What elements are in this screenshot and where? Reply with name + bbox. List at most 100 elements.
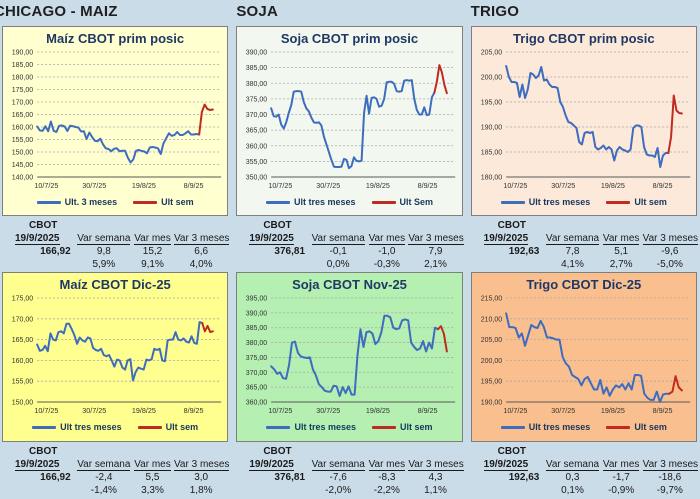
- trigo-dic25-chart: 190,00 195,00 200,00 205,00 210,00 215,00 10/7…: [480, 296, 690, 415]
- var-3-meses-pct: 1,8%: [189, 485, 213, 496]
- svg-text:19/8/25: 19/8/25: [366, 406, 390, 415]
- svg-text:30/7/25: 30/7/25: [551, 181, 575, 190]
- section-header-soja: SOJA: [236, 3, 278, 20]
- svg-text:10/7/25: 10/7/25: [34, 181, 58, 190]
- column-maiz: CHICAGO - MAIZ Maíz CBOT prim posic 140,…: [0, 0, 230, 497]
- svg-text:8/9/25: 8/9/25: [652, 181, 672, 190]
- svg-text:200,00: 200,00: [480, 358, 502, 365]
- cbot-label: CBOT: [263, 446, 292, 457]
- var-mes-value: 15,2: [142, 246, 163, 257]
- red-line-swatch: [606, 425, 631, 429]
- svg-text:150,00: 150,00: [12, 150, 34, 157]
- var-3-meses-value: 6,6: [194, 246, 209, 257]
- svg-text:375,00: 375,00: [246, 96, 268, 103]
- legend-label: Ult sem: [634, 422, 667, 432]
- var-mes-pct: 2,7%: [609, 259, 633, 270]
- var-3-meses-pct: 1,1%: [424, 485, 447, 496]
- col-header-var-semana: Var semana: [545, 459, 600, 471]
- price-value: 166,92: [40, 246, 71, 257]
- svg-text:19/8/25: 19/8/25: [601, 181, 625, 190]
- chart-title: Soja CBOT prim posic: [280, 31, 419, 46]
- date-cell: 19/9/2025: [249, 459, 294, 471]
- col-header-var-semana: Var semana: [311, 459, 365, 471]
- legend-label: Ult sem: [161, 197, 194, 207]
- svg-text:155,00: 155,00: [12, 379, 34, 386]
- svg-text:385,00: 385,00: [246, 65, 268, 72]
- legend-item-blue: Ult tres meses: [32, 422, 122, 432]
- cbot-label: CBOT: [29, 446, 58, 457]
- svg-text:30/7/25: 30/7/25: [82, 406, 106, 415]
- svg-text:380,00: 380,00: [246, 81, 268, 88]
- svg-text:10/7/25: 10/7/25: [503, 406, 527, 415]
- var-mes-value: -1,0: [378, 246, 396, 257]
- var-semana-value: -0,1: [329, 246, 347, 257]
- var-3-meses-value: -18,6: [658, 472, 682, 483]
- svg-text:360,00: 360,00: [246, 400, 268, 407]
- svg-text:360,00: 360,00: [246, 143, 268, 150]
- col-header-var-3-meses: Var 3 meses: [642, 233, 699, 245]
- legend-label: Ult sem: [400, 422, 433, 432]
- trigo-dic25-table: CBOT 19/9/2025 Var semana Var mes Var 3 …: [471, 442, 699, 497]
- svg-text:175,00: 175,00: [12, 87, 34, 94]
- svg-text:205,00: 205,00: [480, 50, 502, 57]
- var-mes-pct: -0,9%: [608, 485, 635, 496]
- svg-text:365,00: 365,00: [246, 385, 268, 392]
- legend-label: Ult tres meses: [293, 197, 356, 207]
- legend-item-blue: Ult. 3 meses: [36, 197, 118, 207]
- var-3-meses-pct: 4,0%: [189, 259, 213, 270]
- var-semana-value: 7,8: [565, 246, 580, 257]
- var-3-meses-value: 7,9: [428, 246, 443, 257]
- svg-text:205,00: 205,00: [480, 337, 502, 344]
- cbot-label: CBOT: [263, 220, 292, 231]
- maiz-dic25-chart: 150,00 155,00 160,00 165,00 170,00 175,00 10/7…: [12, 296, 222, 415]
- svg-text:185,00: 185,00: [12, 62, 34, 69]
- maiz-prim-posic-chart: 140,00 145,00 150,00 155,00 160,00 165,00 170,…: [12, 50, 222, 190]
- svg-text:390,00: 390,00: [246, 50, 268, 57]
- cbot-label: CBOT: [497, 446, 526, 457]
- column-soja: SOJA Soja CBOT prim posic 350,00 355,00 36…: [236, 0, 464, 497]
- svg-text:350,00: 350,00: [246, 175, 268, 182]
- col-header-var-mes: Var mes: [602, 459, 640, 471]
- trigo-prim-table: CBOT 19/9/2025 Var semana Var mes Var 3 …: [471, 216, 699, 272]
- svg-text:355,00: 355,00: [246, 159, 268, 166]
- chart-legend: Ult tres meses Ult Sem: [237, 191, 461, 213]
- red-line-swatch: [133, 200, 158, 204]
- chart-title: Maíz CBOT Dic-25: [59, 277, 171, 292]
- var-semana-value: -7,6: [329, 472, 347, 483]
- chart-title: Soja CBOT Nov-25: [292, 277, 407, 292]
- price-value: 376,81: [274, 472, 306, 483]
- blue-line-swatch: [500, 425, 525, 429]
- svg-text:19/8/25: 19/8/25: [132, 406, 156, 415]
- date-cell: 19/9/2025: [483, 459, 529, 471]
- var-semana-pct: 5,9%: [92, 259, 116, 270]
- legend-item-red: Ult Sem: [371, 197, 433, 207]
- svg-text:140,00: 140,00: [12, 175, 34, 182]
- blue-line-swatch: [265, 200, 290, 204]
- blue-line-swatch: [500, 200, 525, 204]
- var-mes-value: 5,5: [145, 472, 160, 483]
- svg-text:190,00: 190,00: [12, 50, 34, 57]
- svg-text:180,00: 180,00: [12, 75, 34, 82]
- legend-label: Ult. 3 meses: [64, 197, 118, 207]
- svg-text:145,00: 145,00: [12, 162, 34, 169]
- maiz-dic25-table: CBOT 19/9/2025 Var semana Var mes Var 3 …: [2, 442, 230, 497]
- var-semana-pct: -2,0%: [325, 485, 352, 496]
- svg-text:19/8/25: 19/8/25: [601, 406, 625, 415]
- svg-text:8/9/25: 8/9/25: [652, 406, 672, 415]
- col-header-var-3-meses: Var 3 meses: [642, 459, 699, 471]
- chart-title: Trigo CBOT Dic-25: [526, 277, 642, 292]
- soja-nov25-table: CBOT 19/9/2025 Var semana Var mes Var 3 …: [236, 442, 464, 497]
- var-semana-pct: 0,1%: [561, 485, 584, 496]
- date-cell: 19/9/2025: [15, 233, 60, 245]
- var-3-meses-value: 3,0: [194, 472, 209, 483]
- col-header-var-3-meses: Var 3 meses: [408, 233, 464, 245]
- svg-text:370,00: 370,00: [246, 370, 268, 377]
- chart-legend: Ult tres meses Ult sem: [3, 416, 227, 438]
- var-mes-pct: 9,1%: [141, 259, 164, 270]
- svg-text:195,00: 195,00: [480, 100, 502, 107]
- svg-text:10/7/25: 10/7/25: [34, 406, 58, 415]
- price-value: 192,63: [508, 472, 540, 483]
- red-line-swatch: [371, 200, 396, 204]
- var-semana-pct: 4,1%: [561, 259, 584, 270]
